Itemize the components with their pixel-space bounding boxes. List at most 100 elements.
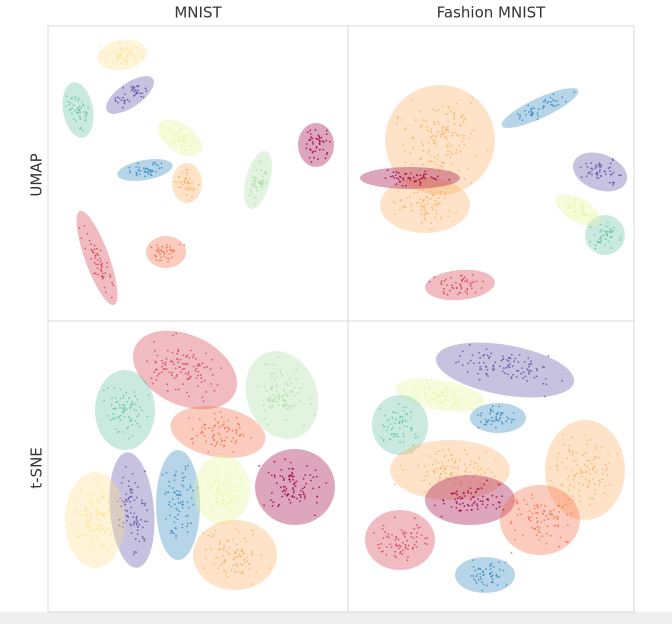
point xyxy=(419,182,422,184)
point xyxy=(259,180,262,183)
point xyxy=(416,436,419,439)
point xyxy=(84,247,87,250)
point xyxy=(481,503,484,506)
point xyxy=(612,229,615,232)
point xyxy=(150,246,153,249)
point xyxy=(228,493,231,495)
point xyxy=(557,524,560,527)
point xyxy=(412,388,415,391)
point xyxy=(181,472,184,474)
point xyxy=(472,566,475,568)
point xyxy=(431,398,433,400)
point xyxy=(579,203,582,206)
point xyxy=(586,439,589,442)
bottom-band xyxy=(0,612,672,624)
point xyxy=(395,435,398,437)
point xyxy=(595,471,597,474)
point xyxy=(188,189,191,191)
point xyxy=(414,119,417,122)
point xyxy=(447,399,450,402)
point xyxy=(568,207,571,209)
point xyxy=(217,503,220,506)
point xyxy=(462,137,465,139)
point xyxy=(223,445,225,448)
point xyxy=(304,495,306,498)
point xyxy=(293,490,295,492)
point xyxy=(528,365,530,368)
point xyxy=(405,172,408,175)
point xyxy=(477,372,479,375)
point xyxy=(452,483,455,486)
point xyxy=(190,438,193,441)
point xyxy=(447,459,450,462)
point xyxy=(394,539,397,542)
point xyxy=(264,180,267,183)
point xyxy=(203,434,206,437)
point xyxy=(227,481,230,483)
point xyxy=(426,212,429,215)
point xyxy=(433,504,436,507)
point xyxy=(607,240,610,243)
point xyxy=(118,403,121,406)
point xyxy=(448,289,451,292)
point xyxy=(487,375,489,377)
point xyxy=(144,502,147,505)
point xyxy=(180,140,183,143)
point xyxy=(109,511,111,514)
point xyxy=(133,499,136,502)
point xyxy=(510,520,513,523)
point xyxy=(308,139,311,142)
point xyxy=(128,496,130,499)
point xyxy=(460,286,463,288)
point xyxy=(103,399,105,402)
point xyxy=(131,54,134,57)
point xyxy=(292,483,295,485)
point xyxy=(267,471,270,474)
point xyxy=(164,364,167,366)
point xyxy=(432,139,434,142)
point xyxy=(423,173,425,176)
point xyxy=(463,144,466,146)
point xyxy=(227,475,229,477)
point xyxy=(400,529,403,531)
point xyxy=(279,369,282,372)
point xyxy=(181,503,183,506)
point xyxy=(384,531,386,533)
point xyxy=(205,391,208,393)
point xyxy=(488,419,491,421)
point xyxy=(471,408,473,411)
point xyxy=(291,390,294,393)
point xyxy=(112,284,115,286)
point xyxy=(412,136,415,139)
point xyxy=(279,475,282,477)
point xyxy=(519,114,521,117)
point xyxy=(170,532,172,534)
point xyxy=(485,348,488,351)
cluster-area xyxy=(158,119,202,157)
point xyxy=(604,484,607,487)
point xyxy=(460,288,463,290)
point xyxy=(274,397,277,399)
point xyxy=(486,504,489,506)
point xyxy=(451,407,453,409)
point xyxy=(132,403,135,406)
point xyxy=(393,176,396,179)
point xyxy=(219,503,222,506)
point xyxy=(232,564,234,567)
point xyxy=(406,539,409,542)
point xyxy=(234,563,237,566)
point xyxy=(211,535,213,538)
point xyxy=(414,433,417,436)
point xyxy=(619,239,621,242)
point xyxy=(392,411,394,413)
point xyxy=(80,237,83,240)
point xyxy=(479,365,482,368)
point xyxy=(573,210,575,212)
point xyxy=(424,204,426,207)
point xyxy=(428,387,431,390)
point xyxy=(97,273,99,276)
point xyxy=(437,450,440,453)
point xyxy=(454,459,457,462)
point xyxy=(407,177,409,180)
point xyxy=(440,280,443,283)
